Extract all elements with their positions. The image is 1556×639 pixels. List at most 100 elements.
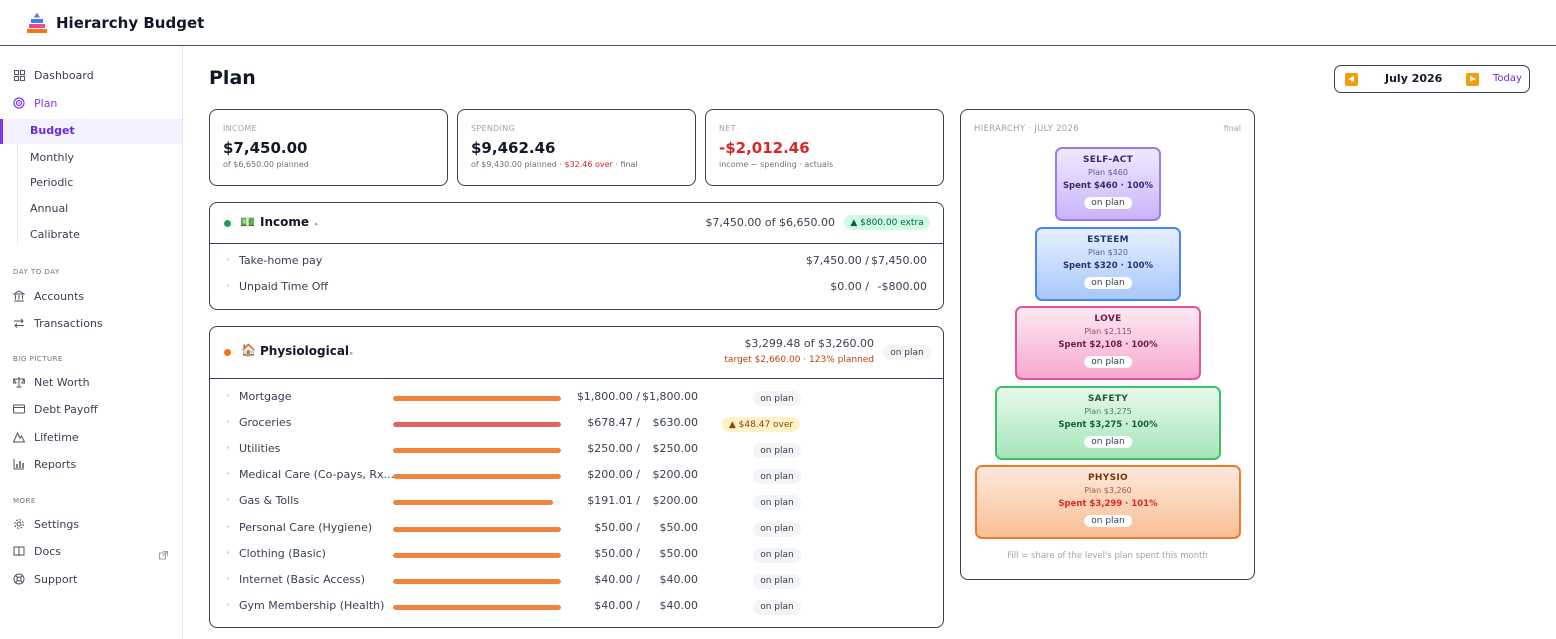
row-caret-icon: ▸ [227, 444, 231, 452]
sidebar-item-budget[interactable]: Budget [0, 119, 182, 144]
book-icon [12, 544, 26, 558]
sidebar-item-settings[interactable]: Settings [12, 514, 79, 534]
sidebar-item-transactions[interactable]: Transactions [12, 313, 103, 333]
progress-fill [393, 578, 561, 584]
row-planned: $50.00 [659, 520, 699, 534]
progress-fill [393, 422, 561, 428]
progress-bar [393, 552, 561, 558]
sidebar-item-reports[interactable]: Reports [12, 454, 76, 474]
row-caret-icon: ▸ [227, 548, 231, 556]
previous-month-button[interactable] [1345, 73, 1358, 86]
row-planned: $40.00 [659, 572, 699, 586]
today-button[interactable]: Today [1493, 73, 1522, 84]
progress-bar [393, 526, 561, 532]
sidebar: Dashboard Plan Budget Monthly Periodic A… [0, 46, 183, 639]
table-row[interactable]: ▸ Internet (Basic Access) $40.00 / $40.00 on… [210, 571, 943, 591]
row-planned: $250.00 [652, 442, 699, 456]
group-title: Income [260, 215, 310, 229]
row-name: Utilities [239, 442, 281, 456]
income-group-card: 💵 Income ▸ $7,450.00 of $6,650.00 ▲ $800… [209, 202, 944, 310]
group-title: Physiological [260, 344, 350, 358]
stat-subtext: of $9,430.00 planned · $32.46 over · fin… [471, 160, 638, 169]
level-label: ESTEEM [1087, 235, 1129, 245]
row-name: Gym Membership (Health) [239, 598, 385, 612]
target-icon [12, 96, 26, 110]
row-planned: $200.00 [652, 494, 699, 508]
level-plan: Plan $460 [1088, 168, 1128, 177]
row-caret-icon: ▸ [227, 392, 231, 399]
sub-nav-line [17, 144, 18, 244]
over-amount: $32.46 over [564, 160, 613, 169]
table-row[interactable]: ▸ Gym Membership (Health) $40.00 / $40.00 on… [210, 597, 943, 617]
bar-chart-icon [12, 457, 26, 471]
progress-fill [393, 500, 554, 506]
expand-caret-icon[interactable]: ▸ [350, 349, 354, 357]
sidebar-item-lifetime[interactable]: Lifetime [12, 427, 79, 447]
row-actual: $40.00 / [594, 598, 640, 612]
next-month-button[interactable] [1466, 73, 1479, 86]
level-label: PHYSIO [1088, 473, 1128, 483]
group-summary: $7,450.00 of $6,650.00 [705, 216, 835, 229]
row-actual: $200.00 / [587, 468, 640, 482]
level-label: SELF-ACT [1082, 155, 1134, 165]
row-caret-icon: ▸ [227, 418, 231, 426]
row-planned: $200.00 [652, 468, 699, 482]
sidebar-label: Docs [34, 544, 61, 558]
sidebar-label: Debt Payoff [34, 402, 98, 416]
pyramid-level-safety[interactable]: SAFETY Plan $3,275 Spent $3,275 · 100% on p… [995, 386, 1221, 460]
level-spent: Spent $460 · 100% [1062, 181, 1154, 191]
month-navigator: July 2026 Today [1334, 65, 1530, 93]
sidebar-item-annual[interactable]: Annual [30, 198, 68, 218]
row-name: Personal Care (Hygiene) [239, 520, 373, 534]
sidebar-label: Transactions [34, 316, 103, 330]
status-badge: on plan [753, 469, 801, 485]
progress-fill [393, 396, 561, 401]
row-name: Unpaid Time Off [239, 280, 328, 293]
table-row[interactable]: ▸ Medical Care (Co-pays, Rx... $200.00 / $2… [210, 466, 943, 486]
row-name: Clothing (Basic) [239, 546, 326, 560]
pyramid-level-self-act[interactable]: SELF-ACT Plan $460 Spent $460 · 100% on pla… [1055, 147, 1161, 221]
table-row[interactable]: ▸ Clothing (Basic) $50.00 / $50.00 on plan [210, 545, 943, 565]
physiological-group-header[interactable]: 🏠 Physiological ▸ $3,299.48 of $3,260.00… [210, 327, 943, 379]
sidebar-item-accounts[interactable]: Accounts [12, 286, 84, 306]
status-badge: on plan [753, 495, 801, 511]
sidebar-item-periodic[interactable]: Periodic [30, 172, 73, 192]
credit-card-icon [12, 402, 26, 416]
sidebar-item-plan[interactable]: Plan [12, 93, 57, 113]
sidebar-label: Accounts [34, 289, 85, 303]
sidebar-item-docs[interactable]: Docs [12, 541, 61, 561]
income-group-header[interactable]: 💵 Income ▸ $7,450.00 of $6,650.00 ▲ $800… [210, 203, 943, 244]
sidebar-item-calibrate[interactable]: Calibrate [30, 224, 80, 244]
row-caret-icon: ▸ [227, 282, 231, 289]
sidebar-item-dashboard[interactable]: Dashboard [12, 65, 94, 85]
table-row[interactable]: ▸ Unpaid Time Off $0.00 / -$800.00 [210, 278, 943, 298]
gear-icon [12, 517, 26, 531]
section-label-big-picture: BIG PICTURE [13, 355, 63, 363]
expand-caret-icon[interactable]: ▸ [315, 220, 319, 228]
table-row[interactable]: ▸ Groceries $678.47 / $630.00 ▲ $48.47 over [210, 414, 943, 434]
sidebar-label: Support [34, 572, 78, 586]
sidebar-item-monthly[interactable]: Monthly [30, 147, 74, 167]
pyramid-level-physio[interactable]: PHYSIO Plan $3,260 Spent $3,299 · 101% on p… [975, 465, 1241, 539]
row-actual: $40.00 / [594, 572, 640, 586]
level-label: SAFETY [1087, 394, 1129, 404]
table-row[interactable]: ▸ Mortgage $1,800.00 /$1,800.00 on plan [210, 388, 943, 408]
status-badge: on plan [753, 547, 801, 563]
sidebar-item-debt-payoff[interactable]: Debt Payoff [12, 399, 98, 419]
row-planned: $40.00 [659, 598, 699, 612]
pyramid-level-esteem[interactable]: ESTEEM Plan $320 Spent $320 · 100% on plan [1035, 227, 1181, 301]
sidebar-label: Reports [34, 457, 77, 471]
row-actual: $50.00 / [594, 546, 640, 560]
table-row[interactable]: ▸ Take-home pay $7,450.00 /$7,450.00 [210, 252, 943, 272]
sidebar-item-net-worth[interactable]: Net Worth [12, 372, 90, 392]
row-name: Groceries [239, 416, 292, 430]
table-row[interactable]: ▸ Gas & Tolls $191.01 / $200.00 on plan [210, 492, 943, 512]
row-planned: $7,450.00 [871, 254, 927, 267]
progress-bar [393, 604, 561, 610]
sidebar-item-support[interactable]: Support [12, 569, 77, 589]
sidebar-label: Dashboard [34, 68, 94, 82]
row-caret-icon: ▸ [227, 600, 231, 608]
table-row[interactable]: ▸ Utilities $250.00 / $250.00 on plan [210, 440, 943, 460]
table-row[interactable]: ▸ Personal Care (Hygiene) $50.00 / $50.00 on… [210, 519, 943, 539]
pyramid-level-love[interactable]: LOVE Plan $2,115 Spent $2,108 · 100% on pla… [1015, 306, 1201, 380]
